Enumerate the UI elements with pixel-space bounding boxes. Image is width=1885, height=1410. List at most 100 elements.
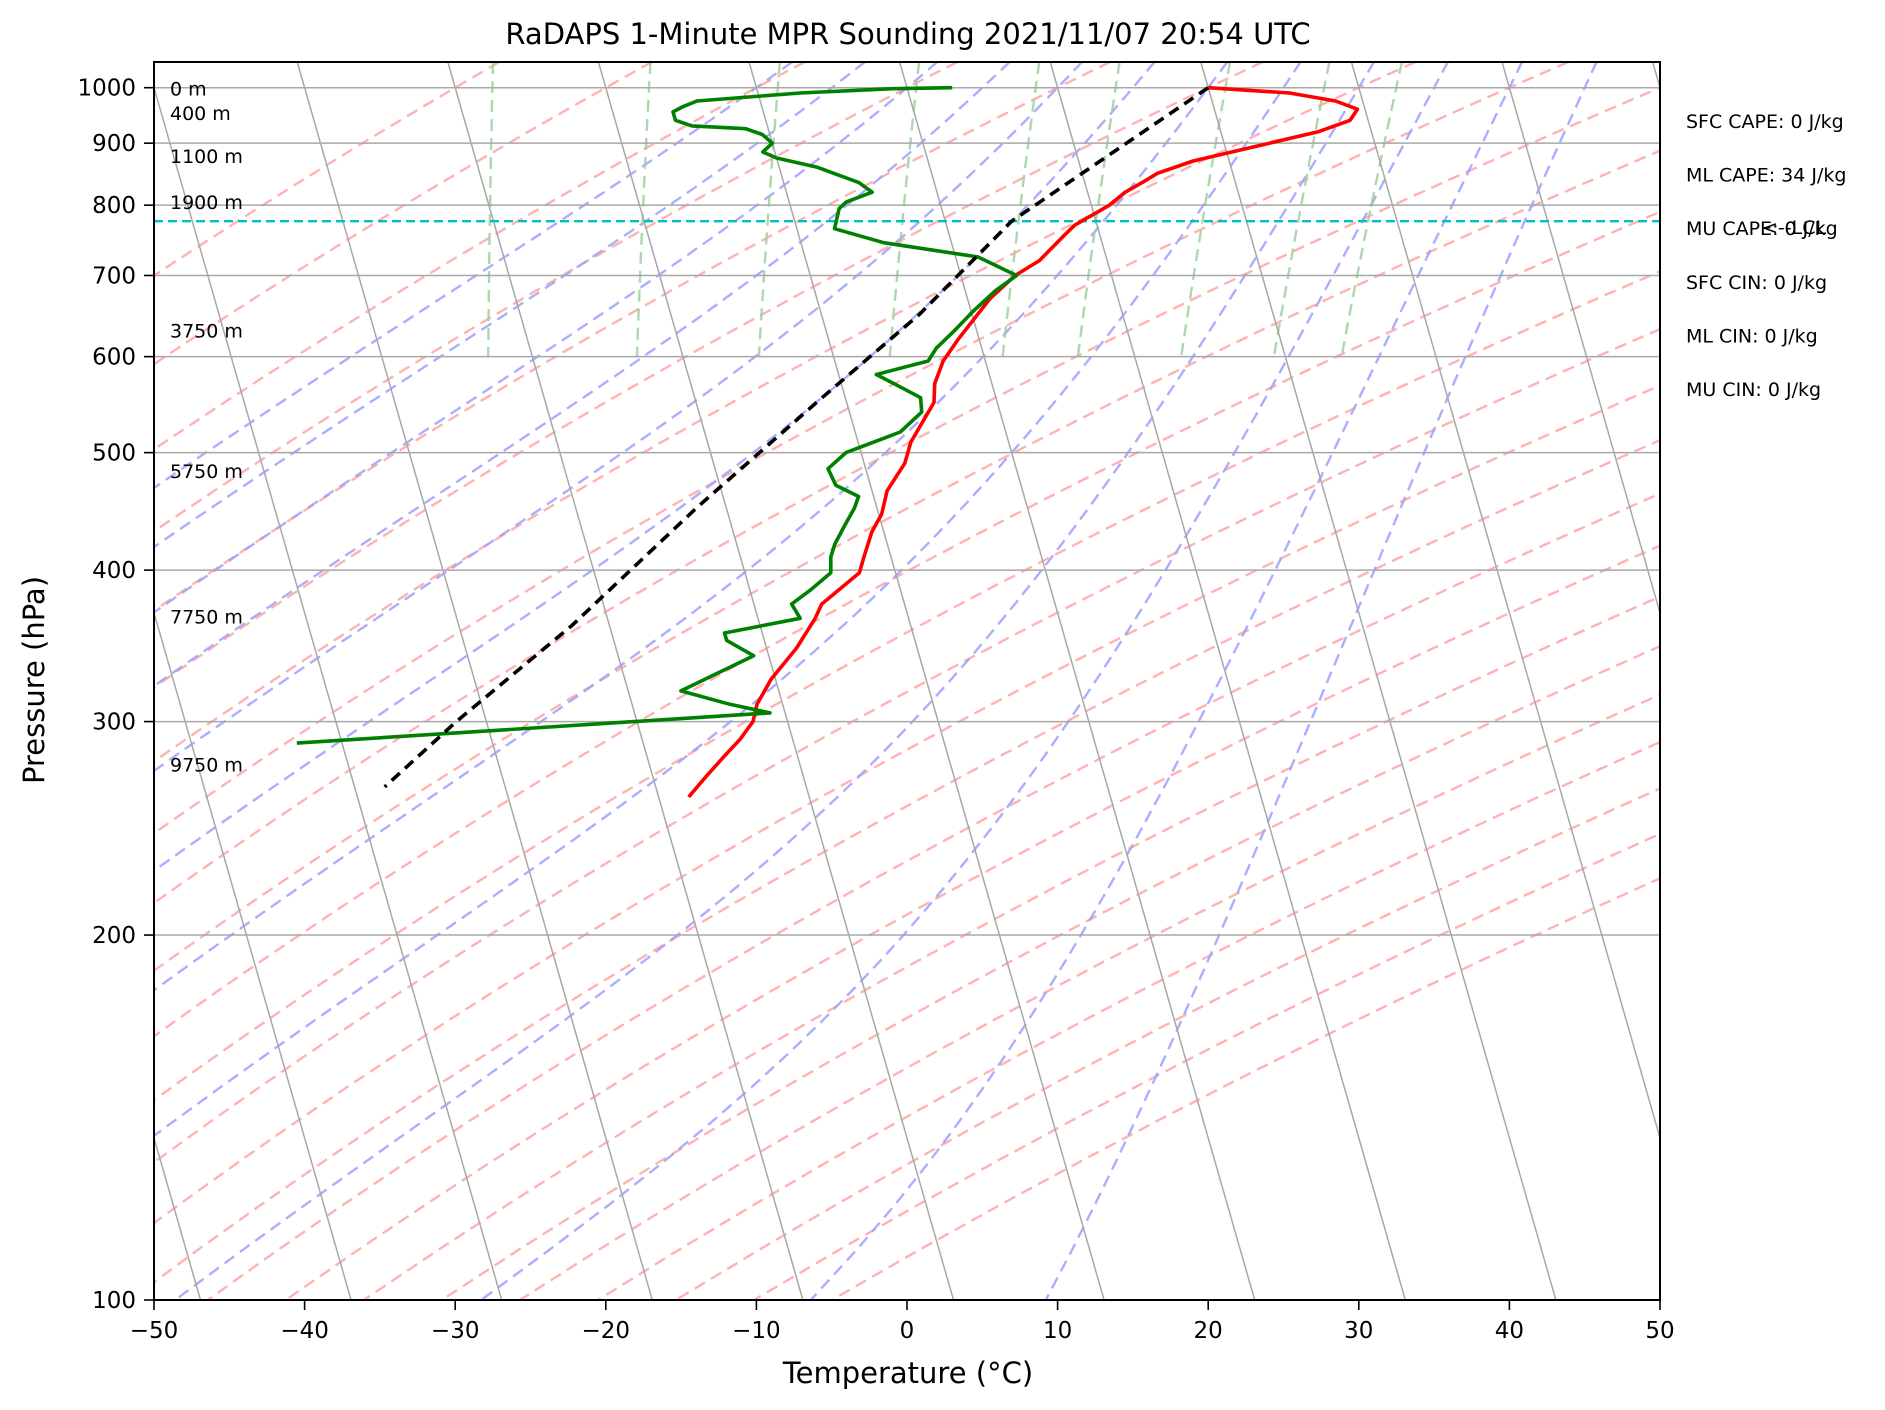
isotherm-line — [597, 62, 955, 1300]
x-axis-label: Temperature (°C) — [782, 1356, 1033, 1390]
height-label: 7750 m — [170, 606, 243, 628]
dry-adiabat — [154, 384, 1660, 1225]
isotherm-line — [447, 62, 804, 1300]
dry-adiabat — [154, 86, 1660, 905]
dry-adiabat — [154, 210, 1660, 1038]
plot-area — [154, 62, 1660, 1300]
mixing-ratio-line — [1001, 62, 1041, 357]
mixing-ratio-line — [1180, 62, 1232, 357]
moist-adiabat — [154, 62, 1302, 1138]
index-label: ML CIN: 0 J/kg — [1686, 325, 1818, 347]
height-label: 400 m — [170, 103, 231, 125]
index-label: ML CAPE: 34 J/kg — [1686, 165, 1846, 187]
y-tick-label: 600 — [92, 345, 136, 371]
index-label: MU CIN: 0 J/kg — [1686, 379, 1821, 401]
height-label: 5750 m — [170, 461, 243, 483]
dry-adiabat — [285, 544, 1660, 1300]
x-tick-label: 40 — [1495, 1318, 1524, 1344]
x-tick-label: 10 — [1043, 1318, 1072, 1344]
x-tick-label: −50 — [130, 1318, 179, 1344]
height-label: 1900 m — [170, 192, 243, 214]
moist-adiabat — [480, 62, 1449, 1300]
x-tick-label: 50 — [1645, 1318, 1674, 1344]
height-label: 1100 m — [170, 146, 243, 168]
y-tick-label: 400 — [92, 558, 136, 584]
dry-adiabat — [519, 693, 1660, 1300]
isotherm-line — [154, 610, 352, 1300]
height-label: 0 m — [170, 79, 207, 101]
isotherm-line — [748, 62, 1105, 1300]
parcel-path-line — [383, 86, 1210, 789]
moist-adiabat — [809, 62, 1524, 1300]
isotherm-line — [1049, 62, 1407, 1300]
moist-adiabat — [1044, 62, 1598, 1300]
dry-adiabat — [597, 740, 1660, 1300]
dry-adiabat — [154, 438, 1660, 1284]
dry-adiabat — [154, 327, 1660, 1164]
temperature-line — [687, 85, 1360, 799]
y-tick-label: 700 — [92, 263, 136, 289]
isotherm-line — [296, 62, 654, 1300]
y-tick-label: 300 — [92, 710, 136, 736]
x-tick-label: −40 — [280, 1318, 329, 1344]
moist-adiabat — [154, 62, 939, 614]
isotherm-line — [1651, 62, 1660, 91]
mixing-ratio-line — [757, 62, 781, 357]
isotherm-line — [1350, 62, 1660, 1141]
isotherm-line — [154, 84, 503, 1300]
dry-adiabat — [441, 644, 1660, 1300]
dry-adiabat — [154, 62, 958, 533]
height-label: 9750 m — [170, 755, 243, 777]
moist-adiabat — [154, 62, 1083, 773]
mixing-ratio-line — [487, 62, 495, 357]
isotherm-line — [898, 62, 1256, 1300]
moist-adiabat — [174, 62, 1376, 1300]
mixing-ratio-line — [888, 62, 921, 357]
index-label: MU CAPE: 0 J/kg — [1686, 218, 1838, 240]
dry-adiabat — [154, 62, 1569, 835]
dry-adiabat — [154, 62, 500, 278]
dry-adiabat — [154, 62, 653, 366]
y-tick-label: 800 — [92, 193, 136, 219]
dry-adiabat — [154, 149, 1660, 973]
dry-adiabat — [154, 270, 1660, 1102]
x-tick-label: 30 — [1344, 1318, 1373, 1344]
y-tick-label: 100 — [92, 1288, 136, 1314]
dry-adiabat — [154, 62, 806, 451]
dry-adiabat — [207, 492, 1660, 1300]
chart-title: RaDAPS 1-Minute MPR Sounding 2021/11/07 … — [505, 17, 1310, 51]
moist-adiabat — [154, 62, 1229, 992]
dry-adiabat — [154, 62, 1111, 613]
index-label: SFC CAPE: 0 J/kg — [1686, 111, 1844, 133]
mixing-ratio-line — [1076, 62, 1121, 357]
y-tick-label: 900 — [92, 131, 136, 157]
isotherm-line — [1501, 62, 1660, 616]
moist-adiabat — [154, 62, 1011, 688]
x-tick-label: 20 — [1194, 1318, 1223, 1344]
moist-adiabat — [154, 62, 793, 490]
dry-adiabat — [154, 62, 1416, 763]
x-tick-label: 0 — [900, 1318, 915, 1344]
dry-adiabat — [154, 62, 1264, 689]
dewpoint-line — [296, 85, 1019, 745]
index-label: SFC CIN: 0 J/kg — [1686, 272, 1827, 294]
x-tick-label: −20 — [582, 1318, 631, 1344]
y-tick-label: 200 — [92, 923, 136, 949]
dry-adiabat — [363, 595, 1660, 1300]
moist-adiabat — [154, 62, 1156, 873]
lcl-label: <--LCL — [1762, 217, 1826, 239]
y-axis-label: Pressure (hPa) — [17, 576, 51, 784]
y-tick-label: 1000 — [77, 76, 136, 102]
mixing-ratio-line — [1340, 62, 1404, 357]
x-tick-label: −30 — [431, 1318, 480, 1344]
dry-adiabat — [675, 787, 1660, 1300]
x-tick-label: −10 — [732, 1318, 781, 1344]
height-label: 3750 m — [170, 320, 243, 342]
moist-adiabat — [154, 62, 866, 549]
y-tick-label: 500 — [92, 441, 136, 467]
isotherm-line — [1200, 62, 1557, 1300]
mixing-ratio-line — [635, 62, 652, 357]
